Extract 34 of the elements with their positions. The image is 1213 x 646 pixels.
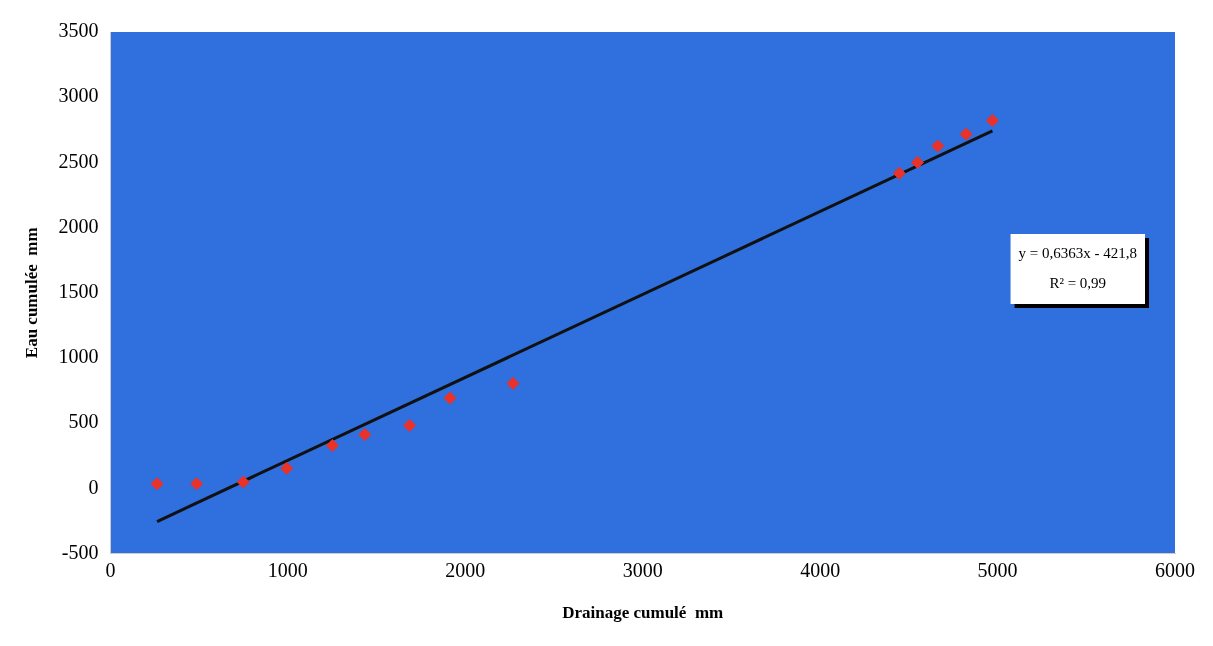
point (358, 428, 372, 442)
x-tick-label: 5000 (977, 558, 1018, 581)
x-tick-label: 4000 (800, 558, 841, 581)
point (985, 113, 999, 127)
x-tick-label: 1000 (267, 558, 308, 581)
y-tick-label: 2500 (58, 149, 99, 172)
point (403, 418, 417, 432)
y-axis-title: Eau cumulée mm (21, 227, 41, 359)
point (190, 477, 204, 491)
y-tick-label: 3000 (58, 84, 99, 107)
y-tick-label: -500 (61, 540, 99, 563)
point (506, 376, 520, 390)
y-tick-label: 3500 (58, 19, 99, 42)
annotation: R² = 0,99 (1049, 275, 1107, 292)
point (280, 461, 294, 475)
y-tick-label: 2000 (58, 214, 99, 237)
y-tick-label: 0 (88, 475, 99, 498)
y-tick-label: 500 (68, 410, 99, 433)
x-tick-label: 6000 (1155, 558, 1195, 581)
x-tick-label: 2000 (445, 558, 486, 581)
x-tick-label: 0 (105, 558, 116, 581)
point (931, 139, 945, 153)
y-tick-label: 1500 (58, 280, 99, 303)
point (325, 439, 339, 452)
point (443, 391, 457, 405)
annotation: y = 0,6363x - 421,8 (1018, 245, 1138, 262)
y-tick-label: 1000 (58, 345, 99, 368)
point (911, 155, 925, 169)
x-axis-title: Drainage cumulé mm (562, 603, 724, 623)
x-tick-label: 3000 (622, 558, 663, 581)
point (236, 475, 250, 489)
point (892, 166, 906, 180)
point (959, 127, 973, 141)
point (150, 477, 164, 491)
